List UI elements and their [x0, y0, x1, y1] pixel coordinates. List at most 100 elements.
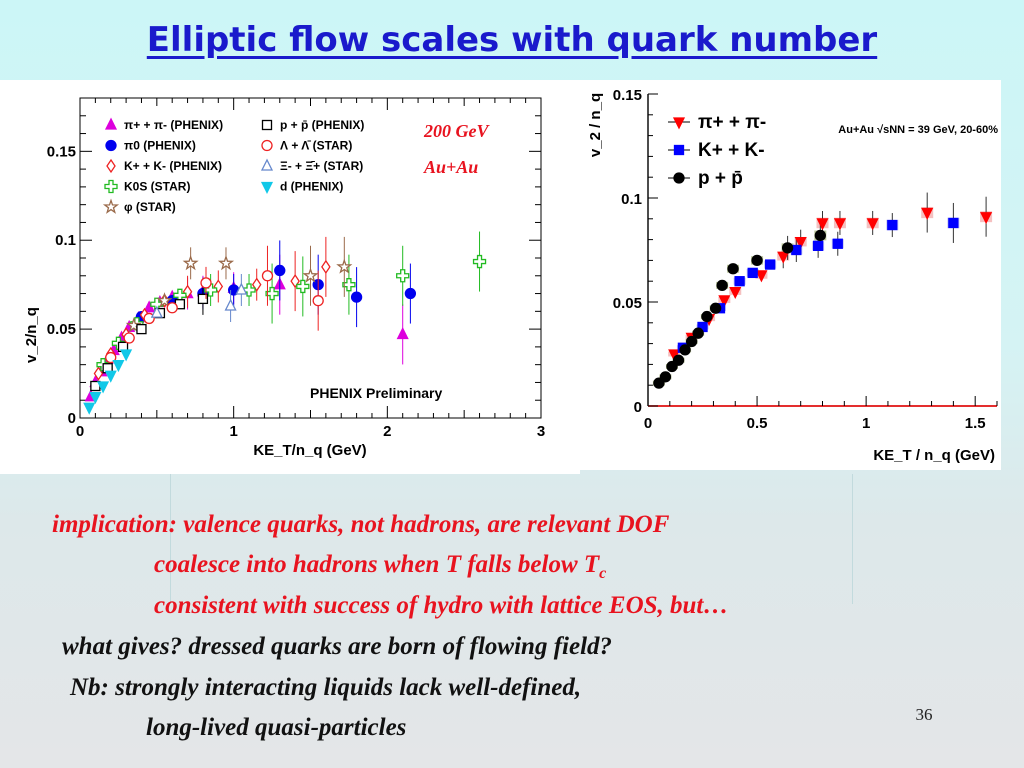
star-v2-chart: 0 0.5 1 1.5 0 0.05 0.1 0.15 KE_T / n_q (…: [587, 87, 998, 464]
data-point: [166, 302, 178, 314]
x-tick-label: 1: [229, 423, 237, 440]
coalesce-line: coalesce into hadrons when T falls below…: [154, 551, 606, 583]
data-point: [777, 251, 790, 264]
legend-label: Λ + Λ̄ (STAR): [280, 139, 352, 153]
data-point: [980, 212, 993, 225]
coalesce-text: coalesce into hadrons when T falls below…: [154, 551, 600, 578]
legend-marker: [260, 181, 274, 194]
data-point: [251, 277, 262, 292]
data-point: [274, 264, 286, 277]
slide-title: Elliptic flow scales with quark number: [146, 20, 878, 60]
data-point: [89, 392, 102, 405]
legend-marker: [102, 198, 120, 214]
y-axis-label: v_2/n_q: [23, 307, 40, 363]
data-point: [812, 240, 824, 251]
data-point: [396, 269, 410, 283]
data-point: [125, 317, 142, 333]
dressed-quarks-line: what gives? dressed quarks are born of f…: [62, 633, 613, 660]
decorative-line: [852, 474, 853, 604]
phenix-v2-chart: 0 1 2 3 0 0.05 0.1 0.15 KE_T/n_q (GeV) v…: [23, 97, 545, 459]
data-point: [123, 332, 135, 344]
legend-marker: [104, 179, 118, 194]
y-tick-label: 0.1: [621, 191, 642, 208]
data-point: [832, 238, 843, 249]
y-tick-label: 0.05: [47, 321, 76, 338]
legend-marker: [673, 144, 685, 156]
data-point: [136, 323, 147, 335]
data-point: [336, 258, 353, 274]
x-axis-label: KE_T/n_q (GeV): [253, 442, 366, 459]
data-point: [716, 279, 728, 292]
data-point: [659, 371, 672, 383]
data-point: [83, 402, 96, 415]
collision-annotation: Au+Au √sNN = 39 GeV, 20-60%: [838, 124, 998, 136]
data-point: [96, 381, 110, 394]
data-point: [948, 217, 959, 229]
x-tick-label: 0.5: [747, 415, 768, 432]
data-point: [396, 326, 409, 340]
data-point: [672, 354, 685, 366]
data-point: [156, 292, 173, 308]
star-v2-figure: 0 0.5 1 1.5 0 0.05 0.1 0.15 KE_T / n_q (…: [580, 80, 1001, 470]
data-point: [120, 349, 133, 362]
data-point: [791, 244, 802, 256]
data-point: [150, 305, 163, 318]
data-point: [200, 277, 212, 289]
data-point: [321, 259, 331, 275]
data-point: [197, 293, 209, 305]
energy-annotation: 200 GeV: [423, 121, 490, 141]
data-point: [747, 267, 758, 279]
data-point: [685, 335, 698, 348]
data-point: [781, 242, 794, 254]
data-point: [718, 295, 731, 308]
x-tick-label: 1.5: [965, 415, 986, 432]
data-point: [342, 278, 356, 292]
data-point: [921, 207, 934, 221]
legend-label: π+ + π-: [698, 112, 766, 133]
preliminary-label: PHENIX Preliminary: [310, 385, 442, 401]
legend-label: Ξ- + Ξ̄+ (STAR): [280, 159, 363, 173]
critical-temperature-subscript: c: [599, 565, 607, 582]
data-point: [112, 360, 125, 373]
legend-label: d (PHENIX): [280, 180, 343, 194]
legend-marker: [261, 119, 273, 131]
quasi-particles-line: long-lived quasi-particles: [146, 714, 407, 741]
data-point: [182, 254, 199, 271]
legend-marker: [104, 117, 118, 130]
data-point: [729, 286, 742, 300]
y-tick-label: 0: [634, 399, 642, 416]
data-point: [692, 327, 704, 339]
nb-line: Nb: strongly interacting liquids lack we…: [70, 674, 582, 701]
y-tick-label: 0.1: [55, 232, 76, 249]
x-tick-label: 3: [537, 423, 545, 440]
data-point: [816, 218, 829, 231]
data-point: [224, 298, 237, 311]
x-tick-label: 1: [862, 415, 870, 432]
data-point: [794, 237, 807, 250]
data-point: [709, 302, 722, 314]
data-point: [887, 219, 898, 231]
system-annotation: Au+Au: [423, 157, 478, 177]
data-point: [679, 344, 691, 356]
y-tick-label: 0.15: [613, 87, 642, 104]
y-tick-label: 0.05: [613, 295, 642, 312]
data-point: [235, 282, 248, 295]
legend-marker: [673, 172, 685, 184]
data-point: [143, 312, 155, 325]
data-point: [755, 270, 768, 283]
legend-label: φ (STAR): [124, 200, 176, 214]
data-point: [302, 267, 319, 283]
data-point: [814, 229, 826, 242]
legend-label: p + p̄: [698, 168, 743, 189]
data-point: [350, 291, 363, 303]
y-axis-label: v_2 / n_q: [587, 93, 604, 157]
data-point: [472, 254, 487, 269]
data-point: [833, 218, 847, 231]
legend-label: K+ + K-: [698, 140, 765, 161]
data-point: [701, 310, 713, 323]
data-point: [104, 370, 117, 383]
hydro-line: consistent with success of hydro with la…: [154, 592, 729, 619]
data-point: [217, 254, 235, 271]
legend-label: K0S (STAR): [124, 180, 190, 194]
page-number: 36: [915, 705, 933, 724]
